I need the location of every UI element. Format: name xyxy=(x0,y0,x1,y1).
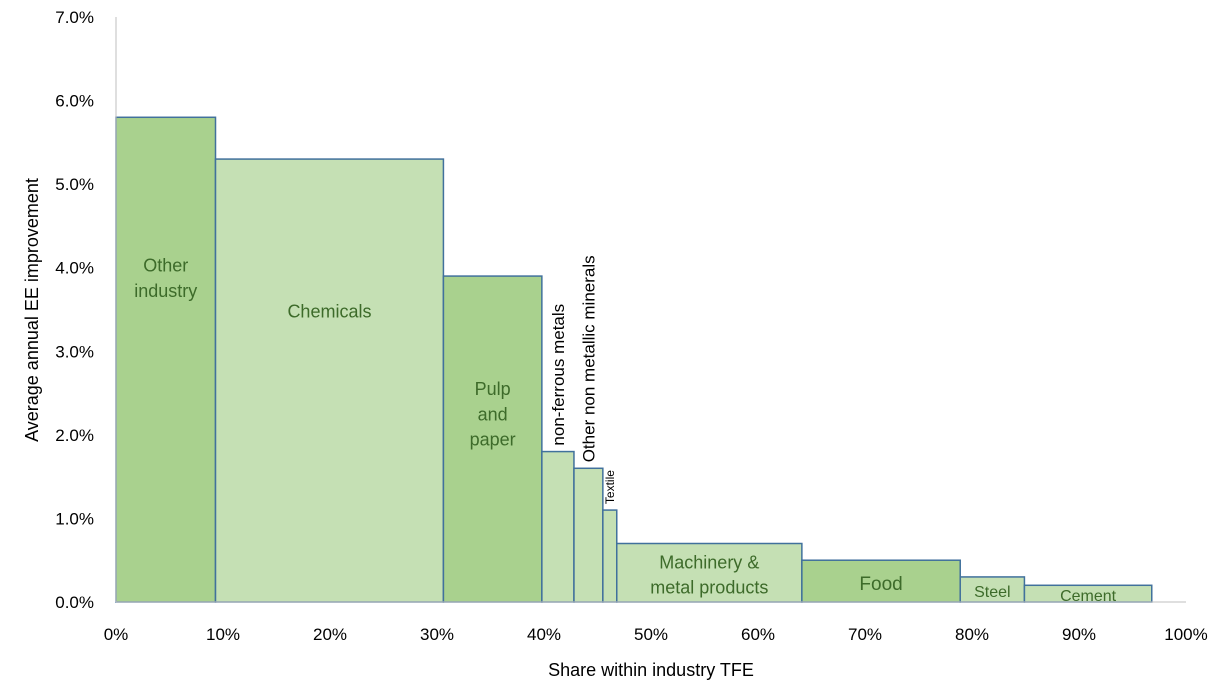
segment-label-machinery-metal-products-line-1: Machinery & xyxy=(659,552,759,572)
segment-labels-group: Other industry Chemicals Pulp and paper non-fe… xyxy=(134,255,1116,605)
y-tick-label: 0.0% xyxy=(55,593,94,612)
segment-label-other-industry-line-2: industry xyxy=(134,281,197,301)
segment-label-food: Food xyxy=(859,574,902,595)
segment-label-non-ferrous-metals: non-ferrous metals xyxy=(549,304,568,446)
bar-other-non-metallic-minerals xyxy=(573,467,604,603)
x-tick-label: 20% xyxy=(313,625,347,644)
axes-group xyxy=(115,17,1186,603)
x-tick-label: 50% xyxy=(634,625,668,644)
x-tick-label: 30% xyxy=(420,625,454,644)
tick-labels-group: 0.0% 1.0% 2.0% 3.0% 4.0% 5.0% 6.0% 7.0% 0% 10% 20%… xyxy=(55,8,1207,644)
y-tick-label: 2.0% xyxy=(55,426,94,445)
y-tick-label: 1.0% xyxy=(55,509,94,528)
y-tick-label: 6.0% xyxy=(55,92,94,111)
y-axis-title: Average annual EE improvement xyxy=(22,178,42,442)
x-tick-label: 100% xyxy=(1164,625,1207,644)
segment-label-steel: Steel xyxy=(974,584,1010,601)
segment-label-cement: Cement xyxy=(1060,588,1117,605)
segment-label-chemicals: Chemicals xyxy=(287,301,371,321)
bar-pulp-and-paper xyxy=(442,275,543,603)
segment-label-pulp-and-paper-line-3: paper xyxy=(470,430,516,450)
x-tick-label: 70% xyxy=(848,625,882,644)
segment-label-other-industry-line-1: Other xyxy=(143,256,188,276)
x-tick-label: 0% xyxy=(104,625,129,644)
bar-textile xyxy=(602,509,618,603)
y-tick-label: 5.0% xyxy=(55,175,94,194)
bar-other-industry xyxy=(115,116,217,603)
segment-label-other-non-metallic-minerals: Other non metallic minerals xyxy=(579,255,598,462)
y-tick-label: 3.0% xyxy=(55,342,94,361)
bar-chemicals xyxy=(214,158,445,603)
bars-group xyxy=(115,116,1153,603)
segment-label-textile: Textile xyxy=(603,470,617,504)
bar-machinery-metal-products xyxy=(616,542,803,603)
x-tick-label: 10% xyxy=(206,625,240,644)
x-tick-label: 80% xyxy=(955,625,989,644)
segment-label-pulp-and-paper-line-1: Pulp xyxy=(475,379,511,399)
y-tick-label: 7.0% xyxy=(55,8,94,27)
x-tick-label: 60% xyxy=(741,625,775,644)
y-tick-label: 4.0% xyxy=(55,259,94,278)
x-axis-title: Share within industry TFE xyxy=(548,660,754,680)
segment-label-pulp-and-paper-line-2: and xyxy=(478,404,508,424)
segment-label-machinery-metal-products-line-2: metal products xyxy=(650,578,768,598)
x-tick-label: 40% xyxy=(527,625,561,644)
bar-non-ferrous-metals xyxy=(541,450,575,603)
x-tick-label: 90% xyxy=(1062,625,1096,644)
